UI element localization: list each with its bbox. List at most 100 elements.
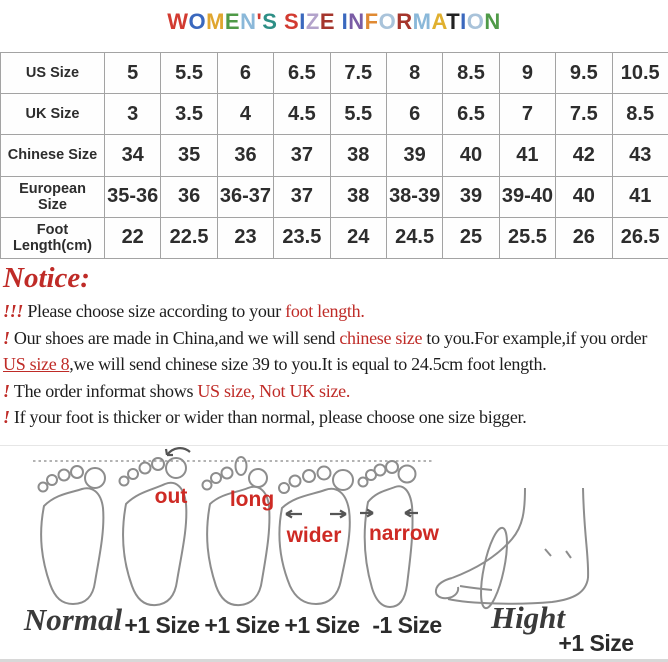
size-cell: 34 (103, 134, 162, 177)
row-label: Chinese Size (0, 134, 105, 177)
notice-segment: ,we will send chinese size 39 to you.It … (69, 354, 547, 375)
title-letter: O (378, 9, 397, 34)
title-letter: F (364, 9, 379, 34)
notice-segment: ! (3, 407, 14, 428)
size-cell: 8.5 (611, 93, 668, 136)
title-letter: T (446, 9, 461, 34)
size-cell: 3 (103, 93, 162, 136)
title-letter (335, 9, 342, 34)
label-plus1-size-a: +1 Size (124, 612, 200, 638)
table-row: Chinese Size 34 35 36 37 38 39 40 41 42 43 (0, 134, 668, 177)
size-cell: 24 (329, 216, 387, 260)
title-letter: M (412, 9, 432, 34)
notice-lines: !!! Please choose size according to your… (3, 298, 667, 431)
label-wider: wider (286, 524, 342, 547)
footprint-wider-icon (278, 465, 354, 606)
size-cell: 22.5 (160, 216, 218, 260)
title-letter: A (431, 9, 447, 34)
footprint-narrow-icon (357, 460, 417, 609)
size-cell: 9 (498, 51, 557, 95)
size-cell: 36-37 (216, 175, 275, 218)
notice-segment: to you.For example,if you order (422, 327, 648, 348)
size-cell: 40 (555, 175, 613, 218)
size-cell: 8 (385, 51, 444, 95)
notice-segment: US size, Not UK size. (197, 380, 351, 401)
size-cell: 23 (216, 216, 275, 260)
size-cell: 6.5 (273, 51, 331, 95)
title-letter: N (484, 9, 501, 34)
row-label: US Size (0, 51, 105, 95)
size-cell: 5 (103, 51, 162, 95)
feet-sketch-svg: out long wider narrow (33, 447, 590, 610)
size-cell: 8.5 (442, 51, 500, 95)
wider-arrows-icon (285, 509, 347, 519)
title-letter: I (299, 9, 306, 34)
notice-line: ! The order informat shows US size, Not … (3, 378, 667, 405)
out-arrow-icon (164, 447, 191, 457)
notice-segment: foot length. (285, 301, 365, 321)
footprint-toe-out-icon (118, 457, 188, 607)
size-cell: 38-39 (385, 175, 444, 218)
size-cell: 35 (160, 134, 218, 177)
size-cell: 4.5 (273, 93, 331, 136)
size-cell: 37 (273, 175, 331, 218)
size-cell: 40 (442, 134, 500, 177)
label-out: out (155, 485, 188, 508)
label-plus1-size-b: +1 Size (204, 612, 280, 638)
notice-segment: Our shoes are made in China,and we will … (13, 327, 340, 348)
size-cell: 36 (216, 134, 275, 177)
size-cell: 25 (442, 216, 500, 260)
title-letter: S (262, 9, 278, 34)
size-cell: 37 (273, 134, 331, 177)
label-narrow: narrow (369, 522, 440, 545)
size-cell: 9.5 (555, 51, 613, 95)
size-cell: 26 (555, 216, 613, 260)
title-letter: W (167, 9, 189, 34)
size-cell: 26.5 (611, 216, 668, 260)
size-cell: 7 (498, 93, 557, 136)
size-cell: 39 (442, 175, 500, 218)
table-row: UK Size 3 3.5 4 4.5 5.5 6 6.5 7 7.5 8.5 (0, 93, 668, 136)
title-letter: I (460, 9, 467, 34)
size-cell: 6.5 (442, 93, 500, 136)
notice-segment: chinese size (339, 327, 423, 348)
label-normal: Normal (23, 602, 123, 637)
notice-segment: If your foot is thicker or wider than no… (13, 407, 527, 428)
table-row: European Size 35-36 36 36-37 37 38 38-39 39 39-4… (0, 175, 668, 218)
size-cell: 3.5 (160, 93, 218, 136)
size-cell: 38 (329, 175, 387, 218)
label-hight-plus1-size: +1 Size (558, 630, 634, 656)
size-cell: 42 (555, 134, 613, 177)
title-letter: S (284, 9, 300, 34)
title-letter: N (240, 9, 257, 34)
notice-line: ! Our shoes are made in China,and we wil… (3, 325, 667, 352)
label-plus1-size-c: +1 Size (284, 612, 360, 638)
notice-heading: Notice: (3, 262, 90, 294)
size-title: WOMEN'S SIZE INFORMATION (0, 9, 668, 35)
size-cell: 39 (385, 134, 444, 177)
title-letter: E (224, 9, 241, 34)
size-cell: 6 (385, 93, 444, 136)
notice-segment: ! (3, 327, 14, 348)
row-label: UK Size (0, 93, 105, 136)
title-letter: N (348, 9, 365, 34)
size-cell: 23.5 (273, 216, 331, 260)
feet-diagram: out long wider narrow (0, 445, 668, 659)
size-cell: 10.5 (611, 51, 668, 95)
label-minus1-size: -1 Size (372, 612, 442, 638)
title-letter: O (188, 9, 207, 34)
title-letter: ' (256, 9, 263, 34)
size-cell: 6 (216, 51, 275, 95)
label-long: long (230, 488, 274, 511)
title-letter: I (341, 9, 349, 34)
size-cell: 36 (160, 175, 218, 218)
size-cell: 4 (216, 93, 275, 136)
footprint-long-toe-icon (201, 456, 271, 607)
size-table: US Size 5 5.5 6 6.5 7.5 8 8.5 9 9.5 10.5 UK Size 3 3.… (0, 51, 668, 260)
table-row: US Size 5 5.5 6 6.5 7.5 8 8.5 9 9.5 10.5 (0, 51, 668, 95)
size-cell: 41 (611, 175, 668, 218)
size-cell: 41 (498, 134, 557, 177)
size-cell: 7.5 (555, 93, 613, 136)
title-letter: R (396, 9, 413, 34)
footprint-normal-icon (37, 465, 106, 606)
